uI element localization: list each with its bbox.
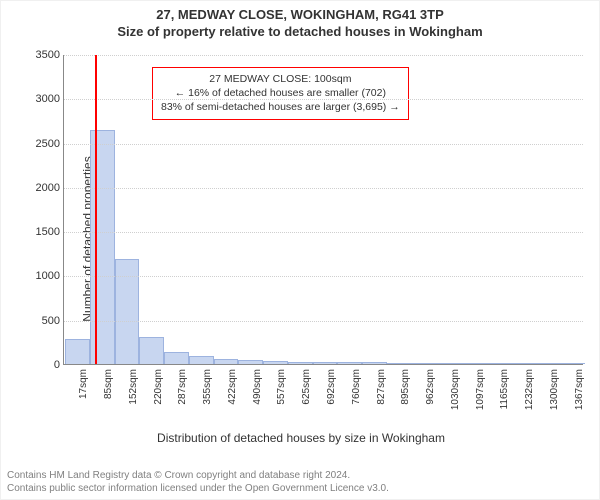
- bar: [511, 363, 536, 365]
- x-axis-label: Distribution of detached houses by size …: [1, 431, 600, 445]
- title-subtitle: Size of property relative to detached ho…: [1, 24, 599, 39]
- gridline: [64, 144, 583, 145]
- bar: [90, 130, 115, 364]
- bar: [214, 359, 239, 364]
- x-tick-label: 827sqm: [376, 369, 387, 405]
- y-tick-label: 500: [42, 315, 64, 327]
- gridline: [64, 232, 583, 233]
- x-tick-label: 1165sqm: [499, 369, 510, 409]
- gridline: [64, 321, 583, 322]
- gridline: [64, 276, 583, 277]
- bar: [337, 362, 362, 364]
- x-tick-label: 85sqm: [103, 369, 114, 399]
- bar: [436, 363, 461, 365]
- x-tick-label: 625sqm: [301, 369, 312, 405]
- bar: [560, 363, 585, 365]
- x-tick-label: 152sqm: [128, 369, 139, 405]
- annotation-line: 83% of semi-detached houses are larger (…: [161, 100, 400, 114]
- footer-line-1: Contains HM Land Registry data © Crown c…: [7, 470, 389, 483]
- bar: [189, 356, 214, 364]
- y-tick-label: 1500: [36, 226, 64, 238]
- bar: [362, 362, 387, 364]
- x-tick-label: 355sqm: [202, 369, 213, 405]
- y-tick-label: 2000: [36, 182, 64, 194]
- x-tick-label: 557sqm: [276, 369, 287, 405]
- bar: [461, 363, 486, 365]
- x-tick-label: 490sqm: [252, 369, 263, 405]
- y-tick-label: 3500: [36, 49, 64, 61]
- x-tick-label: 1030sqm: [450, 369, 461, 410]
- x-tick-label: 220sqm: [153, 369, 164, 405]
- x-tick-label: 1300sqm: [549, 369, 560, 410]
- x-tick-label: 1232sqm: [524, 369, 535, 410]
- bar: [313, 362, 338, 364]
- gridline: [64, 99, 583, 100]
- chart-container: 27, MEDWAY CLOSE, WOKINGHAM, RG41 3TP Si…: [0, 0, 600, 500]
- title-address: 27, MEDWAY CLOSE, WOKINGHAM, RG41 3TP: [1, 7, 599, 22]
- gridline: [64, 55, 583, 56]
- x-tick-label: 760sqm: [351, 369, 362, 405]
- x-tick-label: 287sqm: [177, 369, 188, 405]
- bar: [288, 362, 313, 364]
- x-tick-label: 895sqm: [400, 369, 411, 405]
- footer-line-2: Contains public sector information licen…: [7, 483, 389, 496]
- bar: [65, 339, 90, 364]
- annotation-box: 27 MEDWAY CLOSE: 100sqm← 16% of detached…: [152, 67, 409, 120]
- bar: [387, 363, 412, 365]
- x-ticks-group: 17sqm 85sqm 152sqm 220sqm 287sqm 355sqm 422sqm…: [63, 365, 583, 425]
- gridline: [64, 188, 583, 189]
- x-tick-label: 1367sqm: [574, 369, 585, 410]
- bar: [164, 352, 189, 364]
- plot-area: 27 MEDWAY CLOSE: 100sqm← 16% of detached…: [63, 55, 583, 365]
- bar: [486, 363, 511, 365]
- y-tick-label: 2500: [36, 138, 64, 150]
- marker-line: [95, 55, 97, 364]
- bar: [115, 259, 140, 364]
- bar: [412, 363, 437, 365]
- bar: [238, 360, 263, 364]
- annotation-line: 27 MEDWAY CLOSE: 100sqm: [161, 72, 400, 86]
- chart-area: Number of detached properties 27 MEDWAY …: [1, 49, 600, 429]
- annotation-line: ← 16% of detached houses are smaller (70…: [161, 86, 400, 100]
- x-tick-label: 692sqm: [326, 369, 337, 405]
- footer-attribution: Contains HM Land Registry data © Crown c…: [7, 470, 389, 495]
- bar: [263, 361, 288, 364]
- x-tick-label: 962sqm: [425, 369, 436, 405]
- x-tick-label: 17sqm: [78, 369, 89, 399]
- y-tick-label: 1000: [36, 270, 64, 282]
- x-tick-label: 422sqm: [227, 369, 238, 405]
- x-tick-label: 1097sqm: [475, 369, 486, 410]
- bar: [535, 363, 560, 365]
- y-tick-label: 3000: [36, 93, 64, 105]
- bar: [139, 337, 164, 364]
